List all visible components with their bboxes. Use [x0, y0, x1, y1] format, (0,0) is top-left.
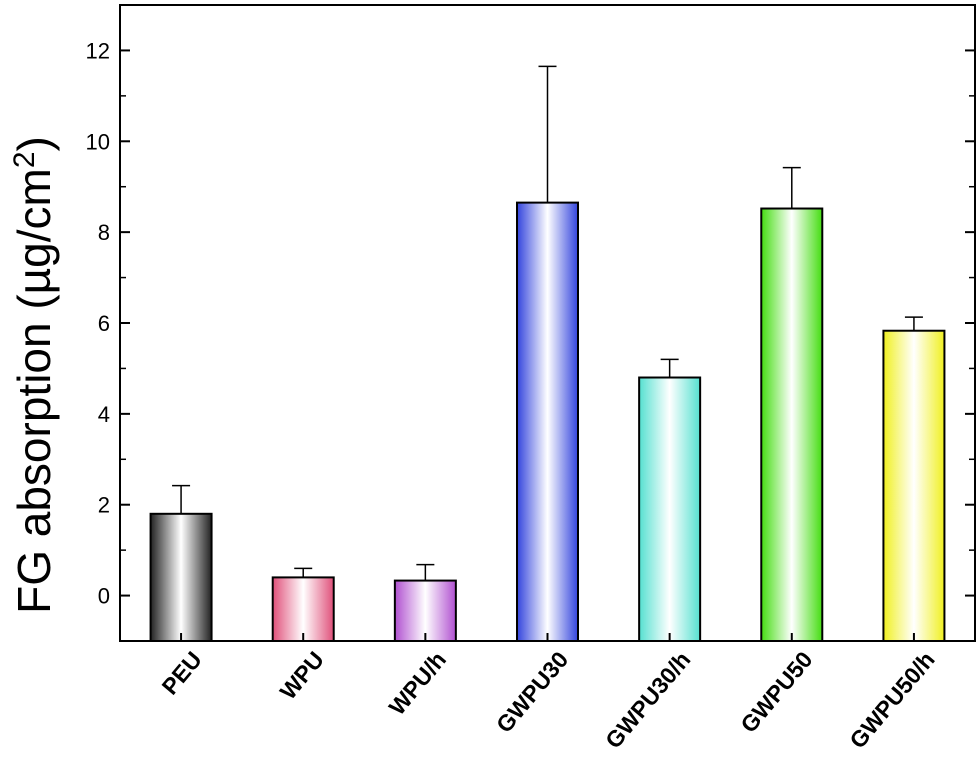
y-axis-title-superscript: 2 [8, 151, 41, 168]
y-axis-title: FG absorption (µg/cm2) [8, 136, 61, 614]
y-axis: 0 2 4 6 8 10 12 [86, 4, 975, 642]
y-tick-label: 12 [86, 38, 110, 63]
x-tick-label: WPU [275, 647, 329, 705]
y-axis-title-close: ) [8, 136, 60, 151]
bar [149, 512, 213, 642]
bars [149, 65, 946, 643]
y-axis-title-main: FG absorption (µg/cm [8, 168, 60, 614]
bar [393, 579, 457, 643]
x-tick-label: GWPU50 [735, 647, 817, 738]
y-tick-label: 0 [98, 584, 110, 609]
bar [882, 329, 946, 642]
y-tick-label: 10 [86, 129, 110, 154]
y-tick-label: 8 [98, 220, 110, 245]
y-tick-label: 4 [98, 402, 110, 427]
y-tick-label: 6 [98, 311, 110, 336]
x-tick-label: GWPU30/h [600, 647, 695, 754]
x-tick-label: GWPU30 [491, 647, 573, 738]
x-axis: PEU WPU WPU/h GWPU30 GWPU30/h GWPU50 GWPU50/h [157, 633, 940, 753]
x-tick-label: PEU [157, 647, 207, 700]
bar [271, 576, 335, 643]
x-tick-label: WPU/h [384, 647, 452, 720]
bar [760, 207, 824, 643]
x-tick-label: GWPU50/h [844, 647, 939, 754]
bar [638, 376, 702, 642]
bar [516, 201, 579, 642]
y-tick-label: 2 [98, 493, 110, 518]
